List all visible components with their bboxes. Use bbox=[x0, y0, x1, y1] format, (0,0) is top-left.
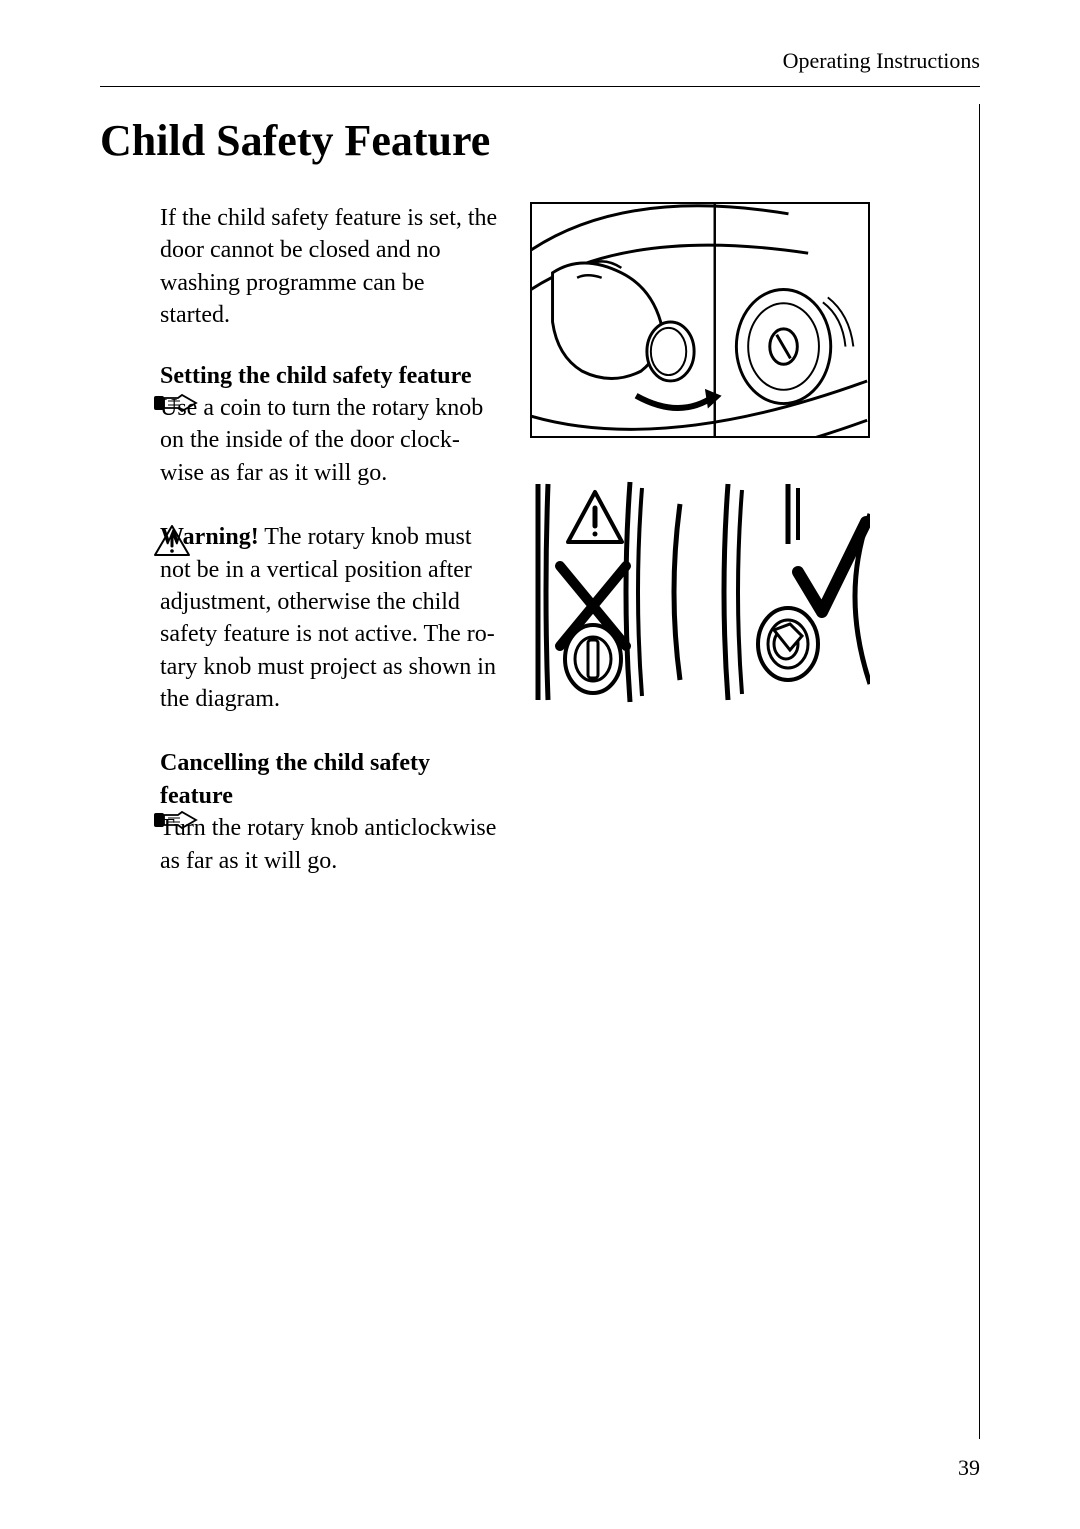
image-column bbox=[530, 202, 980, 909]
setting-block: Setting the child safety feature Use a c… bbox=[160, 360, 500, 490]
section-title: Operating Instructions bbox=[783, 48, 980, 73]
warning-triangle-icon bbox=[152, 523, 202, 563]
warning-paragraph: Warning! The rotary knob must not be in … bbox=[160, 521, 500, 715]
hand-pointer-icon bbox=[152, 805, 202, 845]
intro-paragraph: If the child safety feature is set, the … bbox=[160, 202, 500, 332]
incorrect-position bbox=[538, 482, 680, 702]
content-area: If the child safety feature is set, the … bbox=[100, 202, 980, 909]
text-column: If the child safety feature is set, the … bbox=[100, 202, 500, 909]
correct-position bbox=[724, 484, 870, 700]
setting-heading: Setting the child safety feature bbox=[160, 360, 500, 392]
page-header: Operating Instructions bbox=[100, 48, 980, 87]
page-number: 39 bbox=[958, 1455, 980, 1481]
setting-text: Use a coin to turn the rotary knob on th… bbox=[160, 392, 500, 489]
hand-with-coin bbox=[553, 261, 695, 381]
hand-pointer-icon bbox=[152, 388, 202, 428]
cancelling-heading: Cancelling the child safety feature bbox=[160, 747, 500, 812]
page-title: Child Safety Feature bbox=[100, 115, 980, 166]
cancelling-text: Turn the rotary knob anticlockwise as fa… bbox=[160, 812, 500, 877]
knob-position-diagram bbox=[530, 474, 870, 710]
coin-turning-knob-diagram bbox=[530, 202, 870, 438]
warning-block: Warning! The rotary knob must not be in … bbox=[160, 521, 500, 715]
cancelling-block: Cancelling the child safety feature Turn… bbox=[160, 747, 500, 877]
warning-text: The rotary knob must not be in a vertica… bbox=[160, 524, 496, 712]
right-margin-rule bbox=[979, 104, 981, 1439]
knob-recess bbox=[736, 290, 853, 404]
manual-page: Operating Instructions Child Safety Feat… bbox=[0, 0, 1080, 1529]
